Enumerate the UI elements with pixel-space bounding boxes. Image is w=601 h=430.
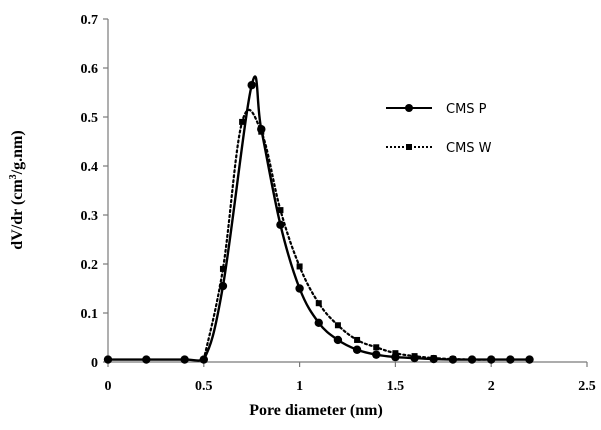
legend-marker-cms-p — [405, 104, 413, 112]
y-tick-label: 0.3 — [81, 209, 99, 224]
data-point-cms-p — [429, 354, 438, 364]
data-point-cms-p — [506, 355, 515, 364]
data-point-cms-w — [354, 336, 361, 343]
x-tick-label: 2.5 — [578, 379, 596, 394]
data-point-cms-p — [295, 284, 304, 293]
legend-item-cms-w: CMS W — [386, 141, 492, 156]
data-point-cms-p — [410, 353, 419, 363]
x-tick-label: 0 — [105, 379, 112, 394]
data-point-cms-p — [391, 352, 400, 362]
data-point-cms-p — [276, 220, 285, 229]
data-point-cms-p — [218, 281, 228, 291]
legend: CMS P CMS W — [386, 102, 492, 156]
data-point-cms-w — [219, 265, 226, 272]
y-tick-label: 0.4 — [81, 160, 99, 175]
legend-label-cms-p: CMS P — [446, 102, 487, 117]
legend-label-cms-w: CMS W — [446, 141, 492, 156]
y-tick-label: 0.6 — [81, 62, 99, 77]
data-point-cms-w — [277, 207, 284, 214]
y-tick-label: 0.2 — [81, 258, 99, 273]
data-point-cms-p — [257, 125, 266, 134]
series-layer — [103, 75, 534, 364]
data-point-cms-p — [372, 350, 381, 359]
data-point-cms-w — [334, 322, 341, 329]
series-line-cms-p — [107, 75, 530, 362]
data-point-cms-p — [467, 355, 477, 364]
data-point-cms-p — [142, 355, 151, 364]
x-tick-label: 2 — [488, 379, 495, 394]
legend-item-cms-p: CMS P — [386, 102, 487, 117]
y-axis-title: dV/dr (cm3/g.nm) — [8, 130, 26, 249]
data-point-cms-p — [525, 355, 534, 364]
data-point-cms-p — [487, 355, 496, 364]
y-tick-label: 0.1 — [81, 307, 99, 322]
data-point-cms-w — [373, 344, 380, 351]
data-point-cms-p — [448, 355, 458, 364]
y-tick-label: 0.5 — [81, 111, 99, 126]
x-axis-title: Pore diameter (nm) — [249, 402, 383, 419]
y-axis-title-tail: /g.nm) — [9, 130, 26, 175]
data-point-cms-w — [239, 118, 246, 125]
x-ticks: 0 0.5 1 1.5 2 2.5 — [105, 362, 596, 394]
data-point-cms-p — [180, 355, 189, 364]
x-tick-label: 1 — [296, 379, 303, 394]
legend-marker-cms-w — [406, 144, 412, 150]
data-point-cms-p — [333, 335, 343, 345]
x-tick-label: 0.5 — [195, 379, 213, 394]
y-tick-label: 0 — [91, 356, 98, 371]
y-ticks: 0 0.1 0.2 0.3 0.4 0.5 0.6 0.7 — [81, 13, 108, 371]
data-point-cms-p — [352, 345, 362, 354]
plot-area: 0 0.1 0.2 0.3 0.4 0.5 0.6 0.7 0 0.5 1 1.5 2 2.5 — [81, 13, 596, 394]
y-tick-label: 0.7 — [81, 13, 99, 28]
data-point-cms-p — [314, 318, 323, 327]
data-point-cms-p — [247, 80, 256, 90]
y-axis-title-sup: 3 — [8, 174, 19, 179]
data-point-cms-w — [315, 300, 322, 307]
data-point-cms-w — [296, 263, 303, 270]
x-tick-label: 1.5 — [387, 379, 405, 394]
y-axis-title-main: dV/dr (cm — [9, 179, 26, 250]
data-point-cms-p — [103, 355, 113, 364]
data-point-cms-p — [199, 355, 208, 364]
